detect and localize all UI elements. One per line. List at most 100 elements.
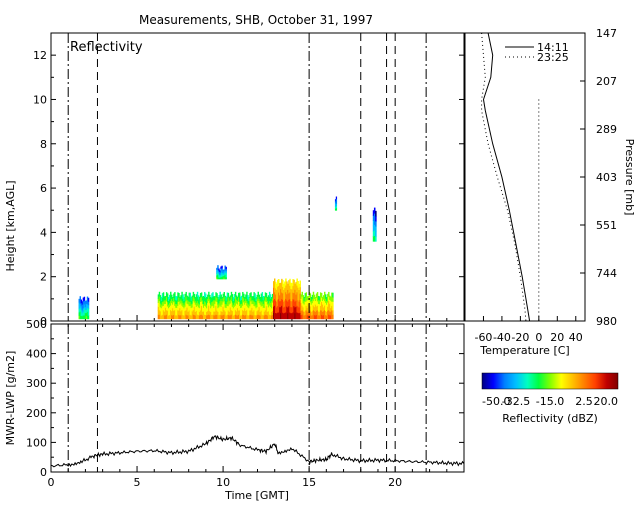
echo-cell [326,300,328,305]
echo-cell [207,314,209,320]
echo-cell [229,299,232,304]
echo-cell [223,296,226,302]
echo-cell [175,299,177,304]
echo-cell [259,297,262,302]
echo-cell [293,312,295,320]
echo-cell [330,311,332,316]
echo-cell [175,303,177,308]
echo-cell [218,268,220,271]
echo-cell [158,305,161,311]
echo-cell [286,306,288,313]
echo-cell [325,302,327,307]
echo-cell [208,296,210,302]
echo-cell [249,305,251,311]
echo-cell [307,311,310,316]
echo-cell [215,292,217,298]
echo-cell [274,291,276,300]
echo-cell [268,314,271,320]
echo-cell [214,307,216,312]
echo-cell [301,296,303,302]
lwp-y-tick-label: 500 [26,318,47,331]
echo-cell [196,296,199,302]
echo-cell [245,294,247,299]
echo-cell [303,307,306,312]
echo-cell [83,311,86,316]
echo-cell [223,314,226,320]
echo-cell [217,265,219,268]
echo-cell [87,315,90,320]
echo-cell [169,306,171,312]
echo-cell [307,307,310,312]
echo-cell [185,309,187,315]
echo-cell [375,221,377,227]
echo-cell [184,297,186,303]
echo-region [272,278,301,320]
echo-cell [222,277,224,280]
echo-cell [246,296,248,302]
echo-cell [324,309,326,315]
echo-cell [321,315,324,320]
echo-cell [79,296,81,301]
colorbar-tick-label: -32.5 [502,395,530,408]
echo-cell [241,299,243,304]
echo-cell [373,207,376,214]
echo-cell [295,288,297,295]
echo-cell [219,273,221,275]
echo-cell [182,302,184,307]
echo-cell [215,314,217,320]
echo-cell [216,301,218,307]
echo-cell [213,299,215,305]
echo-cell [175,295,177,301]
echo-cell [221,311,223,316]
colorbar-label: Reflectivity (dBZ) [502,412,598,425]
echo-cell [218,295,220,300]
echo-cell [310,311,313,316]
echo-cell [83,315,86,320]
echo-cell [255,304,257,309]
echo-cell [170,309,172,315]
echo-cell [335,196,338,200]
echo-cell [283,312,285,320]
echo-cell [322,306,325,312]
echo-cell [327,293,329,299]
echo-cell [313,298,316,304]
echo-cell [160,304,163,309]
echo-cell [306,303,309,308]
echo-cell [197,307,200,312]
echo-cell [326,304,328,309]
echo-cell [297,312,299,320]
echo-cell [244,300,246,305]
echo-cell [232,311,235,316]
echo-cell [254,314,256,320]
echo-cell [180,310,182,316]
echo-cell [195,314,198,320]
echo-cell [190,304,193,309]
colorbar: -50.0-32.5 -15.0 2.5 20.0 Reflectivity (dBZ… [481,372,619,425]
echo-cell [298,283,300,291]
echo-cell [268,305,271,311]
echo-cell [289,298,291,306]
echo-cell [201,307,204,312]
echo-cell [196,314,199,320]
echo-cell [187,307,189,312]
echo-cell [237,292,240,298]
echo-cell [84,306,87,311]
echo-cell [290,288,292,296]
echo-cell [224,267,226,271]
echo-cell [211,310,213,315]
echo-cell [198,304,201,309]
echo-cell [290,294,292,302]
echo-cell [207,298,209,304]
echo-cell [316,296,319,302]
echo-cell [192,296,195,302]
echo-cell [305,309,308,315]
echo-cell [301,291,303,297]
echo-cell [266,311,269,316]
echo-cell [271,293,274,299]
echo-cell [184,293,186,299]
echo-cell [234,296,237,302]
echo-cell [229,295,232,300]
echo-cell [78,312,80,316]
echo-cell [79,311,81,316]
echo-cell [219,277,221,280]
